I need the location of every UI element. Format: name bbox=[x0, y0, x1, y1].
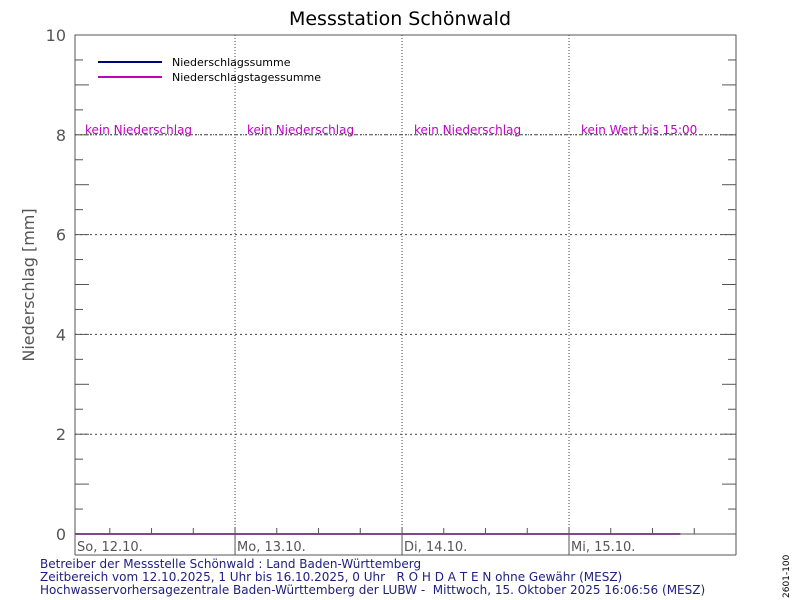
y-axis-label: Niederschlag [mm] bbox=[19, 208, 38, 361]
legend-label: Niederschlagstagessumme bbox=[172, 71, 321, 84]
day-annotation: kein Niederschlag bbox=[247, 123, 354, 137]
x-day-label: Di, 14.10. bbox=[404, 540, 467, 555]
legend-label: Niederschlagssumme bbox=[172, 56, 291, 69]
y-tick-label: 2 bbox=[56, 425, 66, 444]
chart-title: Messstation Schönwald bbox=[289, 8, 511, 30]
footer-operator: Betreiber der Messstelle Schönwald : Lan… bbox=[40, 557, 422, 571]
y-tick-label: 0 bbox=[56, 525, 66, 544]
day-annotation: kein Wert bis 15:00 bbox=[581, 123, 697, 137]
plot-frame bbox=[74, 34, 737, 535]
y-tick-label: 8 bbox=[56, 126, 66, 145]
day-annotation: kein Niederschlag bbox=[414, 123, 521, 137]
x-day-label: So, 12.10. bbox=[77, 540, 143, 555]
footer-publisher: Hochwasservorhersagezentrale Baden-Württ… bbox=[40, 583, 706, 597]
y-tick-label: 6 bbox=[56, 226, 66, 245]
side-code: 2601-100 bbox=[782, 554, 792, 598]
day-annotation: kein Niederschlag bbox=[85, 123, 192, 137]
grid-layer bbox=[75, 35, 736, 534]
annotation-layer: kein Niederschlag kein Niederschlag kein N… bbox=[85, 123, 697, 137]
x-day-label: Mo, 13.10. bbox=[237, 540, 306, 555]
x-axis-day-labels: So, 12.10. Mo, 13.10. Di, 14.10. Mi, 15.10. bbox=[74, 534, 737, 556]
legend: Niederschlagssumme Niederschlagstagessumm… bbox=[98, 56, 321, 84]
x-day-label: Mi, 15.10. bbox=[571, 540, 635, 555]
y-tick-label: 4 bbox=[56, 325, 66, 344]
footer-time-range: Zeitbereich vom 12.10.2025, 1 Uhr bis 16… bbox=[40, 570, 623, 584]
tick-layer: 0 2 4 6 8 10 bbox=[46, 26, 736, 544]
y-tick-label: 10 bbox=[46, 26, 66, 45]
